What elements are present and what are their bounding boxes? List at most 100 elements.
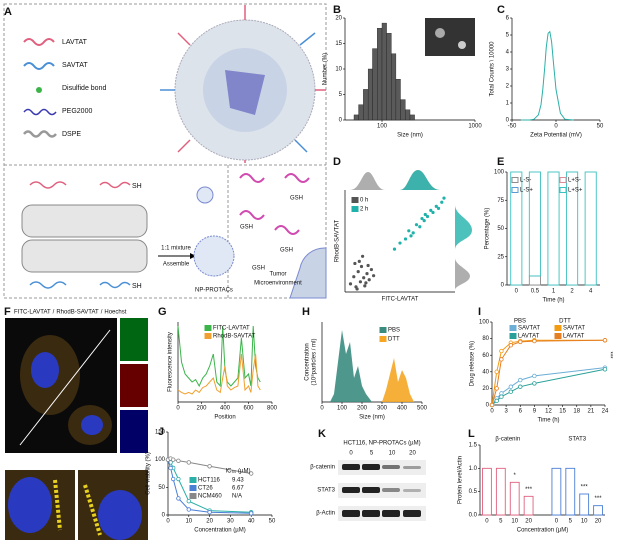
- y-tick-label: 15: [335, 41, 342, 47]
- legend-swatch: [509, 333, 517, 339]
- stain: Hoechst: [104, 310, 126, 316]
- point: [348, 282, 353, 286]
- panel-label: I: [478, 306, 481, 318]
- point: [365, 272, 369, 276]
- legend-swatch: [511, 177, 519, 183]
- y-axis-label: Protein level/Actin: [458, 456, 464, 504]
- annotation: ***: [606, 351, 612, 359]
- y-tick-label: 100: [494, 170, 505, 176]
- significance: ***: [581, 485, 589, 491]
- blot: [338, 483, 426, 498]
- line: [177, 353, 261, 395]
- bands: [342, 464, 421, 517]
- dspe-icon: [23, 130, 57, 138]
- bar: [579, 493, 590, 516]
- legend-swatch: [554, 325, 562, 331]
- bar: [482, 467, 492, 516]
- point: [440, 200, 444, 204]
- histogram-bar: [367, 68, 373, 121]
- np-icon: [193, 235, 235, 277]
- y-tick-label: 0: [339, 118, 343, 124]
- y-tick-label: 25: [497, 254, 504, 260]
- y-tick-label: 80: [482, 336, 489, 342]
- marker: [207, 510, 212, 515]
- group-title: STAT3: [568, 437, 586, 443]
- line: [520, 30, 574, 121]
- y-tick-label: 0.0: [469, 513, 478, 519]
- savtat-icon: [23, 62, 55, 70]
- x-tick-label: 10: [581, 519, 588, 525]
- point: [398, 241, 402, 245]
- cleaved-molecule: [239, 173, 310, 235]
- x-tick-label: 0: [554, 124, 558, 130]
- x-tick-label: 400: [397, 406, 408, 412]
- x-tick-label: 50: [269, 519, 276, 525]
- nucleus: [31, 352, 59, 388]
- peg-icon: [23, 108, 57, 116]
- x-tick-label: 21: [588, 409, 595, 415]
- bar: [510, 171, 523, 286]
- blot-lane: 5: [370, 451, 374, 457]
- x-tick-label: 100: [377, 124, 388, 130]
- legend-swatch: [189, 493, 197, 499]
- bar: [566, 171, 579, 286]
- x-tick-label: 0.5: [531, 289, 540, 295]
- significance: ***: [525, 487, 533, 493]
- point: [425, 214, 430, 219]
- legend-text: 0 h: [360, 198, 368, 204]
- y-tick-label: 1: [506, 101, 510, 107]
- blot-lane: 10: [389, 451, 396, 457]
- panel-a-frame: [3, 3, 327, 299]
- y-axis-label: (10⁸particles / ml): [311, 339, 318, 386]
- thiol: SH: [132, 183, 142, 190]
- x-axis-label: Zeta Potential (mV): [530, 133, 582, 139]
- bar: [547, 171, 560, 286]
- histogram-bar: [395, 78, 401, 121]
- histogram-bar: [381, 22, 387, 121]
- legend-text: LAVTAT: [563, 334, 585, 340]
- y-tick-label: 60: [482, 353, 489, 359]
- legend-text: PEG2000: [62, 108, 92, 115]
- thiol: SH: [132, 283, 142, 290]
- marker: [532, 373, 537, 379]
- panel-label: H: [302, 306, 310, 318]
- panel-label: L: [468, 428, 475, 440]
- marker: [499, 394, 504, 399]
- marker: [176, 458, 181, 463]
- nucleus: [8, 477, 52, 533]
- marker: [186, 507, 191, 512]
- legend-text: SAVTAT: [62, 62, 88, 69]
- bar: [523, 495, 534, 516]
- point: [372, 274, 376, 278]
- y-tick-label: 0: [506, 118, 510, 124]
- x-tick-label: 300: [377, 406, 388, 412]
- marker: [532, 338, 537, 344]
- y-tick-label: 0: [501, 283, 505, 289]
- x-tick-label: 24: [602, 409, 609, 415]
- area: [322, 358, 422, 402]
- legend-swatch: [559, 187, 567, 193]
- legend-text: Disulfide bond: [62, 85, 106, 92]
- channel: [120, 364, 148, 407]
- x-tick-label: 10: [511, 519, 518, 525]
- legend-text: FITC-LAVTAT: [213, 326, 250, 332]
- x-tick-label: 40: [248, 519, 255, 525]
- group-title: β-catenin: [495, 437, 520, 443]
- bar: [593, 505, 603, 516]
- x-tick-label: 200: [357, 406, 368, 412]
- x-tick-label: 600: [243, 406, 254, 412]
- blot-protein: β-catenin: [310, 465, 335, 471]
- x-tick-label: 3: [504, 409, 508, 415]
- legend-text: 2 h: [360, 207, 368, 213]
- y-tick-label: 0: [162, 513, 166, 519]
- y-tick-label: 4: [506, 50, 510, 56]
- y-tick-label: 0.5: [469, 489, 478, 495]
- y-axis-label: Cell viability (%): [146, 452, 152, 495]
- point: [411, 231, 415, 235]
- x-tick-label: 20: [595, 519, 602, 525]
- legend-swatch: [189, 477, 197, 483]
- x-tick-label: 12: [545, 409, 552, 415]
- marker: [602, 338, 608, 343]
- x-tick-label: 4: [589, 289, 593, 295]
- point: [361, 254, 365, 258]
